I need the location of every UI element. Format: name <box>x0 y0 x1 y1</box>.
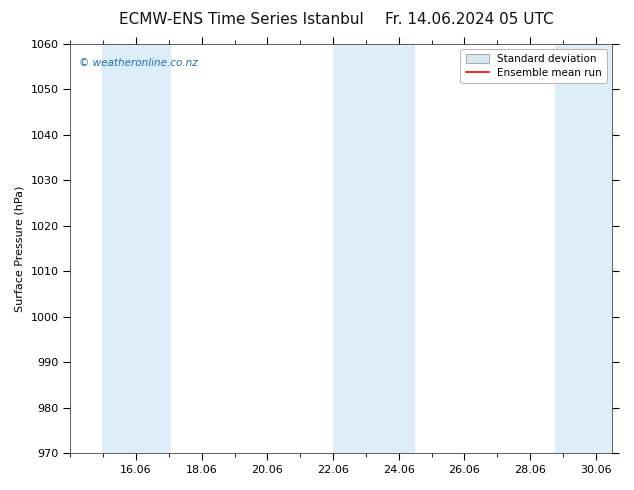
Bar <box>101 44 171 453</box>
Legend: Standard deviation, Ensemble mean run: Standard deviation, Ensemble mean run <box>460 49 607 83</box>
Text: ECMW-ENS Time Series Istanbul: ECMW-ENS Time Series Istanbul <box>119 12 363 27</box>
Bar <box>555 44 612 453</box>
Text: © weatheronline.co.nz: © weatheronline.co.nz <box>79 58 197 68</box>
Bar <box>333 44 415 453</box>
Text: Fr. 14.06.2024 05 UTC: Fr. 14.06.2024 05 UTC <box>385 12 553 27</box>
Y-axis label: Surface Pressure (hPa): Surface Pressure (hPa) <box>15 185 25 312</box>
